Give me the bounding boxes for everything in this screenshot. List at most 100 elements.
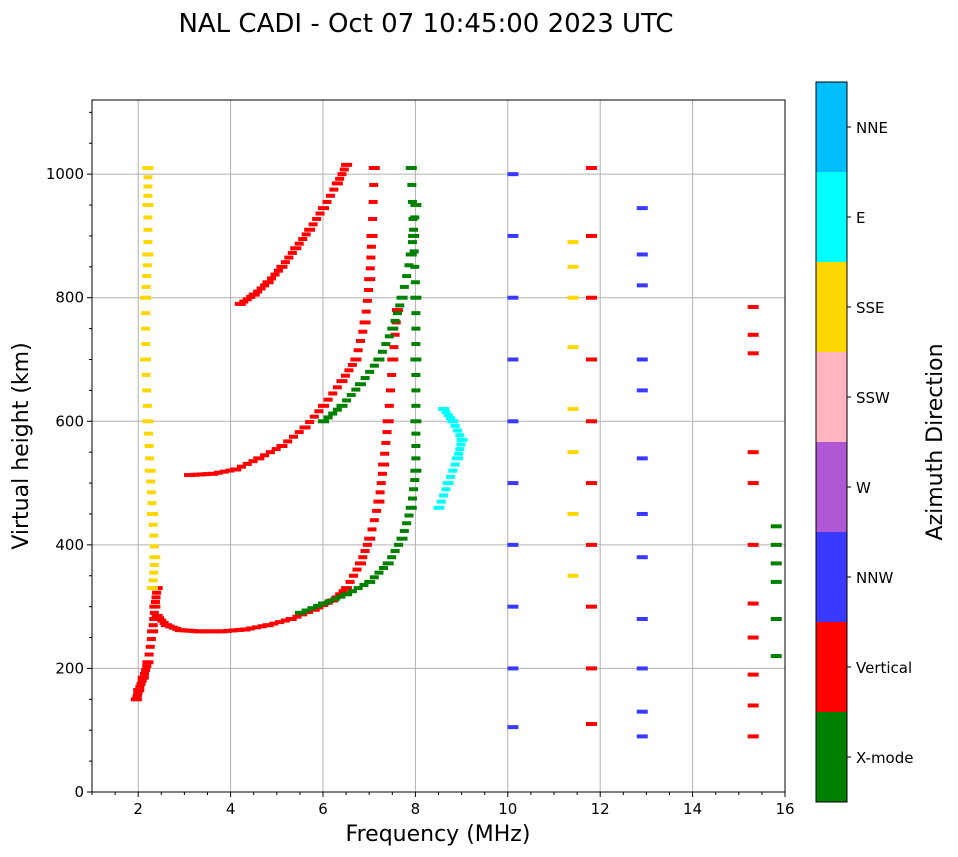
trace-point <box>290 246 302 251</box>
trace-fill-point <box>135 684 145 689</box>
trace-f-layer-x-mode-1st-hop <box>294 165 422 615</box>
trace-fill-point <box>407 199 417 204</box>
trace-point <box>585 666 597 671</box>
trace-point <box>276 444 288 448</box>
trace-fill-point <box>441 410 451 415</box>
trace-point <box>456 437 468 442</box>
trace-point <box>239 627 251 632</box>
trace-fill-point <box>143 175 153 180</box>
trace-fill-point <box>294 241 304 246</box>
trace-point <box>567 240 579 245</box>
trace-point <box>747 635 759 640</box>
trace-fill-point <box>280 260 290 265</box>
trace-fill-point <box>409 227 419 232</box>
trace-fill-point <box>305 420 315 425</box>
trace-fill-point <box>242 297 252 302</box>
trace-fill-point <box>141 326 151 331</box>
trace-point <box>262 623 274 628</box>
trace-fill-point <box>149 610 159 615</box>
trace-fill-point <box>292 614 302 619</box>
trace-point <box>636 734 648 739</box>
trace-fill-point <box>260 453 270 458</box>
trace-fill-point <box>149 544 159 549</box>
trace-point <box>585 542 597 547</box>
trace-fill-point <box>248 459 258 464</box>
trace-fill-point <box>450 462 460 467</box>
trace-fill-point <box>211 629 221 634</box>
trace-fill-point <box>142 664 152 669</box>
trace-point <box>331 181 343 186</box>
trace-fill-point <box>411 456 421 461</box>
trace-fill-point <box>349 573 359 578</box>
trace-fill-point <box>448 468 458 473</box>
trace-fill-point <box>385 388 395 393</box>
trace-fill-point <box>446 416 456 421</box>
trace-point <box>747 351 759 356</box>
trace-fill-point <box>456 442 466 447</box>
trace-point <box>350 357 362 362</box>
trace-fill-point <box>404 513 414 518</box>
trace-point <box>142 419 154 424</box>
trace-fill-point <box>280 618 290 623</box>
trace-fill-point <box>381 440 391 445</box>
colorbar-tick-label: W <box>856 479 871 497</box>
trace-point <box>373 357 385 362</box>
trace-interference-10-1-mhz <box>507 172 519 730</box>
trace-point <box>408 233 420 238</box>
trace-fill-point <box>159 620 169 625</box>
trace-point <box>405 252 417 257</box>
trace-point <box>142 660 154 665</box>
trace-point <box>747 734 759 739</box>
trace-point <box>507 357 519 362</box>
x-axis-label: Frequency (MHz) <box>346 822 531 847</box>
trace-fill-point <box>355 338 365 343</box>
trace-point <box>747 703 759 708</box>
colorbar-tick-label: X-mode <box>856 749 913 767</box>
trace-fill-point <box>139 671 149 676</box>
trace-point <box>140 295 152 300</box>
trace-fill-point <box>399 284 409 289</box>
trace-fill-point <box>335 592 345 597</box>
trace-fill-point <box>145 644 155 649</box>
trace-fill-point <box>312 216 322 221</box>
trace-point <box>149 604 161 609</box>
trace-f-layer-o-mode-3rd-hop <box>234 162 353 306</box>
trace-fill-point <box>446 474 456 479</box>
trace-fill-point <box>411 372 421 377</box>
trace-point <box>770 617 782 621</box>
trace-fill-point <box>360 549 370 554</box>
trace-fill-point <box>411 311 421 316</box>
trace-interference-12-9-mhz <box>636 206 648 739</box>
trace-fill-point <box>143 240 153 245</box>
trace-fill-point <box>407 240 417 245</box>
trace-fill-point <box>228 628 238 633</box>
trace-point <box>507 725 519 730</box>
trace-fill-point <box>395 303 405 308</box>
y-tick-label: 0 <box>74 783 84 801</box>
trace-fill-point <box>410 280 420 285</box>
trace-fill-point <box>190 472 200 477</box>
trace-point <box>442 481 454 486</box>
trace-point <box>391 308 403 313</box>
trace-fill-point <box>332 385 342 390</box>
trace-fill-point <box>404 263 414 268</box>
trace-fill-point <box>369 363 379 368</box>
colorbar-segment-ssw <box>816 352 847 442</box>
trace-point <box>304 227 316 232</box>
x-tick-label: 16 <box>775 800 794 818</box>
trace-fill-point <box>346 393 356 398</box>
trace-fill-point <box>253 289 263 294</box>
grid-lines <box>92 100 786 793</box>
trace-point <box>142 203 154 208</box>
colorbar-tick-label: E <box>856 209 865 227</box>
trace-point <box>585 481 597 486</box>
y-tick-label: 400 <box>55 536 84 554</box>
trace-fill-point <box>270 272 280 277</box>
trace-fill-point <box>225 468 235 473</box>
trace-point <box>382 419 394 424</box>
trace-point <box>147 586 159 591</box>
trace-point <box>585 722 597 727</box>
trace-point <box>336 379 348 384</box>
colorbar-segment-sse <box>816 262 847 352</box>
